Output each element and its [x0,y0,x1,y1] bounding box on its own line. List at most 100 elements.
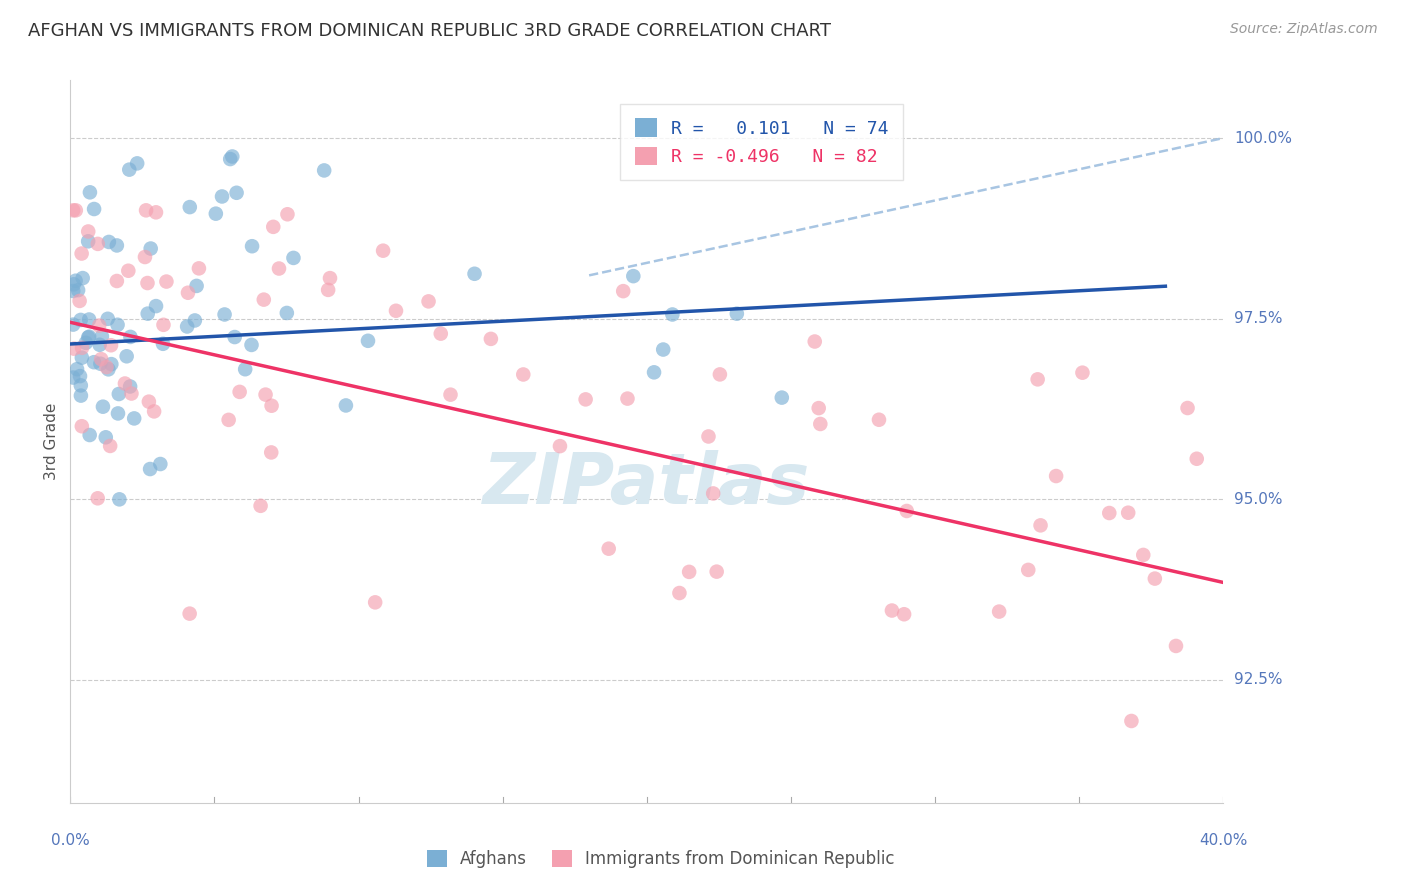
Point [221,149,243,163]
Point [479,332,502,346]
Point [65,274,87,288]
Point [214,308,236,322]
Point [108,492,131,507]
Point [63,342,86,356]
Text: 92.5%: 92.5% [1234,673,1282,688]
Point [135,203,157,218]
Point [225,186,247,200]
Point [184,313,207,327]
Point [139,462,162,476]
Point [868,413,890,427]
Point [96,360,118,375]
Point [94,430,117,444]
Point [254,387,277,401]
Point [62,277,84,292]
Point [70,389,93,403]
Point [1121,714,1143,728]
Point [316,283,339,297]
Point [100,357,122,371]
Point [218,413,240,427]
Point [108,387,131,401]
Point [187,261,209,276]
Point [143,404,166,418]
Point [62,318,84,332]
Point [803,334,825,349]
Point [1116,506,1139,520]
Point [621,269,644,284]
Point [706,565,728,579]
Point [262,219,284,234]
Point [72,271,94,285]
Point [91,400,114,414]
Text: 97.5%: 97.5% [1234,311,1282,326]
Point [90,352,112,367]
Point [643,365,665,379]
Point [429,326,451,341]
Point [319,271,342,285]
Point [697,429,720,443]
Text: AFGHAN VS IMMIGRANTS FROM DOMINICAN REPUBLIC 3RD GRADE CORRELATION CHART: AFGHAN VS IMMIGRANTS FROM DOMINICAN REPU… [28,22,831,40]
Point [177,285,200,300]
Text: 100.0%: 100.0% [1234,130,1292,145]
Point [90,329,112,343]
Point [612,284,634,298]
Point [211,189,233,203]
Point [616,392,638,406]
Point [678,565,700,579]
Point [364,595,387,609]
Point [66,362,89,376]
Point [117,264,139,278]
Legend: R =   0.101   N = 74, R = -0.496   N = 82: R = 0.101 N = 74, R = -0.496 N = 82 [620,103,903,180]
Point [371,244,394,258]
Point [260,445,283,459]
Point [808,417,831,431]
Point [70,341,93,355]
Point [145,299,167,313]
Point [598,541,620,556]
Point [988,605,1011,619]
Point [62,203,84,218]
Y-axis label: 3rd Grade: 3rd Grade [44,403,59,480]
Point [77,329,100,343]
Point [1026,372,1049,386]
Point [314,163,336,178]
Point [120,330,142,344]
Point [652,343,675,357]
Point [69,313,91,327]
Point [75,335,97,350]
Point [725,307,748,321]
Point [89,338,111,352]
Point [62,370,84,384]
Point [107,318,129,332]
Point [418,294,440,309]
Point [97,311,120,326]
Point [136,307,159,321]
Point [893,607,915,622]
Point [65,203,87,218]
Point [97,235,120,249]
Point [548,439,571,453]
Text: 40.0%: 40.0% [1199,833,1247,848]
Point [89,357,111,371]
Point [240,338,263,352]
Point [179,200,201,214]
Point [77,235,100,249]
Point [276,306,298,320]
Point [70,351,93,365]
Point [155,275,177,289]
Point [1164,639,1187,653]
Point [240,239,263,253]
Point [260,399,283,413]
Point [67,283,90,297]
Point [105,274,128,288]
Point [661,308,683,322]
Point [1132,548,1154,562]
Point [87,491,110,506]
Point [118,162,141,177]
Point [267,261,290,276]
Point [114,376,136,391]
Point [69,378,91,392]
Point [136,276,159,290]
Point [1098,506,1121,520]
Point [512,368,534,382]
